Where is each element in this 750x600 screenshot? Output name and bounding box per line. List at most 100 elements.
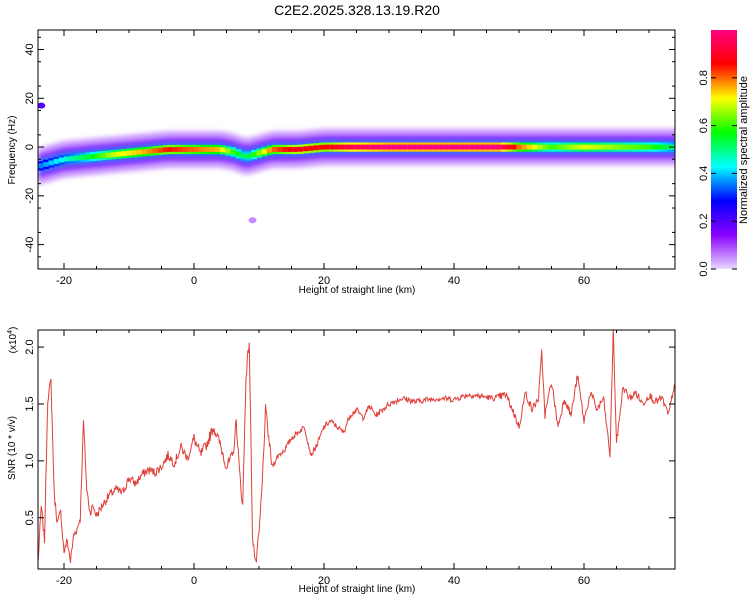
heatmap-cell bbox=[500, 144, 507, 150]
heatmap-cell bbox=[376, 144, 382, 150]
heatmap-cell bbox=[391, 144, 398, 150]
figure-title: C2E2.2025.328.13.19.R20 bbox=[274, 2, 440, 18]
heatmap-cell bbox=[662, 144, 668, 150]
heatmap-cell bbox=[651, 144, 658, 150]
y-tick-label: 20 bbox=[24, 92, 36, 104]
colorbar-label: Normalized spectral amplitude bbox=[738, 76, 750, 224]
y-tick-label: 1.0 bbox=[24, 453, 36, 468]
heatmap-cell bbox=[100, 153, 107, 159]
x-tick-label: 40 bbox=[448, 275, 460, 287]
heatmap-cell bbox=[308, 145, 315, 151]
y-tick-label: 0.5 bbox=[24, 510, 36, 525]
colorbar-tick-label: 0.0 bbox=[698, 261, 710, 276]
heatmap-cell bbox=[469, 144, 476, 150]
spectrogram-xlabel: Height of straight line (km) bbox=[299, 285, 416, 296]
heatmap-cell bbox=[402, 144, 408, 150]
heatmap-cell bbox=[147, 148, 153, 154]
heatmap-cell bbox=[272, 147, 278, 152]
heatmap-cell bbox=[355, 144, 361, 150]
y-tick-label: -20 bbox=[24, 188, 36, 204]
heatmap-cell bbox=[511, 144, 517, 150]
heatmap-cell bbox=[428, 144, 434, 150]
heatmap-cell bbox=[490, 144, 497, 150]
y-tick-label: 40 bbox=[24, 43, 36, 55]
colorbar-tick-label: 0.2 bbox=[698, 214, 710, 229]
heatmap-cell bbox=[552, 144, 559, 150]
heatmap-cell bbox=[563, 144, 569, 150]
heatmap-cell bbox=[178, 147, 185, 152]
heatmap-cell bbox=[407, 144, 413, 150]
x-tick-label: 20 bbox=[318, 275, 330, 287]
spectrogram-ylabel: Frequency (Hz) bbox=[7, 116, 18, 185]
y-tick-label: -40 bbox=[24, 237, 36, 253]
heatmap-cell bbox=[90, 154, 96, 160]
heatmap-cell bbox=[38, 163, 44, 169]
colorbar-ticks: 0.0 0.2 0.4 0.6 0.8 bbox=[698, 70, 737, 277]
heatmap-cell bbox=[433, 144, 439, 150]
heatmap-cell bbox=[64, 156, 70, 162]
heatmap-cell bbox=[459, 144, 465, 150]
colorbar-bar bbox=[711, 30, 737, 269]
heatmap-cell bbox=[256, 150, 263, 156]
heatmap-cell bbox=[214, 147, 221, 152]
heatmap-cell bbox=[526, 144, 533, 150]
heatmap-core bbox=[38, 142, 675, 171]
heatmap-cell bbox=[516, 144, 523, 150]
heatmap-cell bbox=[625, 144, 632, 150]
heatmap-cell bbox=[604, 144, 611, 150]
heatmap-cell bbox=[324, 144, 330, 150]
heatmap-cell bbox=[495, 144, 502, 150]
heatmap-cell bbox=[334, 144, 341, 150]
colorbar-tick-label: 0.8 bbox=[698, 70, 710, 85]
heatmap-cell bbox=[209, 147, 216, 152]
heatmap-cell bbox=[136, 149, 143, 155]
y-tick-label: 2.0 bbox=[24, 339, 36, 354]
heatmap-cell bbox=[350, 144, 356, 150]
heatmap-cell bbox=[641, 144, 647, 150]
heatmap-cell bbox=[84, 154, 91, 160]
heatmap-cell bbox=[157, 147, 164, 153]
heatmap-cell bbox=[235, 151, 242, 157]
heatmap-cell bbox=[630, 144, 637, 150]
heatmap-cell bbox=[344, 144, 351, 150]
heatmap-cell bbox=[573, 144, 580, 150]
heatmap-cell bbox=[521, 144, 528, 150]
heatmap-cell bbox=[537, 144, 543, 150]
heatmap-cell bbox=[646, 144, 653, 150]
heatmap-cell bbox=[443, 144, 450, 150]
heatmap-cell bbox=[532, 144, 538, 150]
heatmap-cell bbox=[188, 147, 195, 152]
heatmap-cell bbox=[615, 144, 621, 150]
x-tick-label: 40 bbox=[448, 575, 460, 587]
heatmap-cell bbox=[126, 150, 133, 156]
colorbar: 0.0 0.2 0.4 0.6 0.8 Normalized spectral ampl… bbox=[698, 30, 750, 277]
heatmap-cell bbox=[183, 147, 190, 152]
heatmap-cell bbox=[464, 144, 471, 150]
heatmap-cell bbox=[558, 144, 564, 150]
heatmap-cell bbox=[282, 147, 289, 152]
heatmap-cell bbox=[53, 159, 60, 164]
heatmap-cell bbox=[599, 144, 606, 150]
x-tick-label: 0 bbox=[191, 575, 197, 587]
heatmap-cell bbox=[594, 144, 601, 150]
heatmap-cell bbox=[95, 153, 101, 159]
heatmap-cell bbox=[220, 147, 226, 153]
heatmap-cell bbox=[474, 144, 481, 150]
x-tick-label: -20 bbox=[56, 575, 72, 587]
x-tick-label: 60 bbox=[578, 275, 590, 287]
heatmap-cell bbox=[74, 155, 81, 161]
heatmap-cell bbox=[370, 144, 377, 150]
heatmap-cell bbox=[277, 147, 283, 152]
heatmap-cell bbox=[454, 144, 460, 150]
y-tick-label: 1.5 bbox=[24, 396, 36, 411]
heatmap-cell bbox=[246, 153, 252, 159]
heatmap-cell bbox=[230, 149, 237, 155]
heatmap-cell bbox=[292, 147, 299, 152]
x-tick-label: 0 bbox=[191, 275, 197, 287]
heatmap-spot bbox=[248, 217, 257, 224]
heatmap-cell bbox=[584, 144, 590, 150]
heatmap-cell bbox=[610, 144, 616, 150]
heatmap-spot bbox=[38, 102, 46, 109]
heatmap-cell bbox=[69, 156, 75, 161]
heatmap-cell bbox=[303, 146, 309, 152]
